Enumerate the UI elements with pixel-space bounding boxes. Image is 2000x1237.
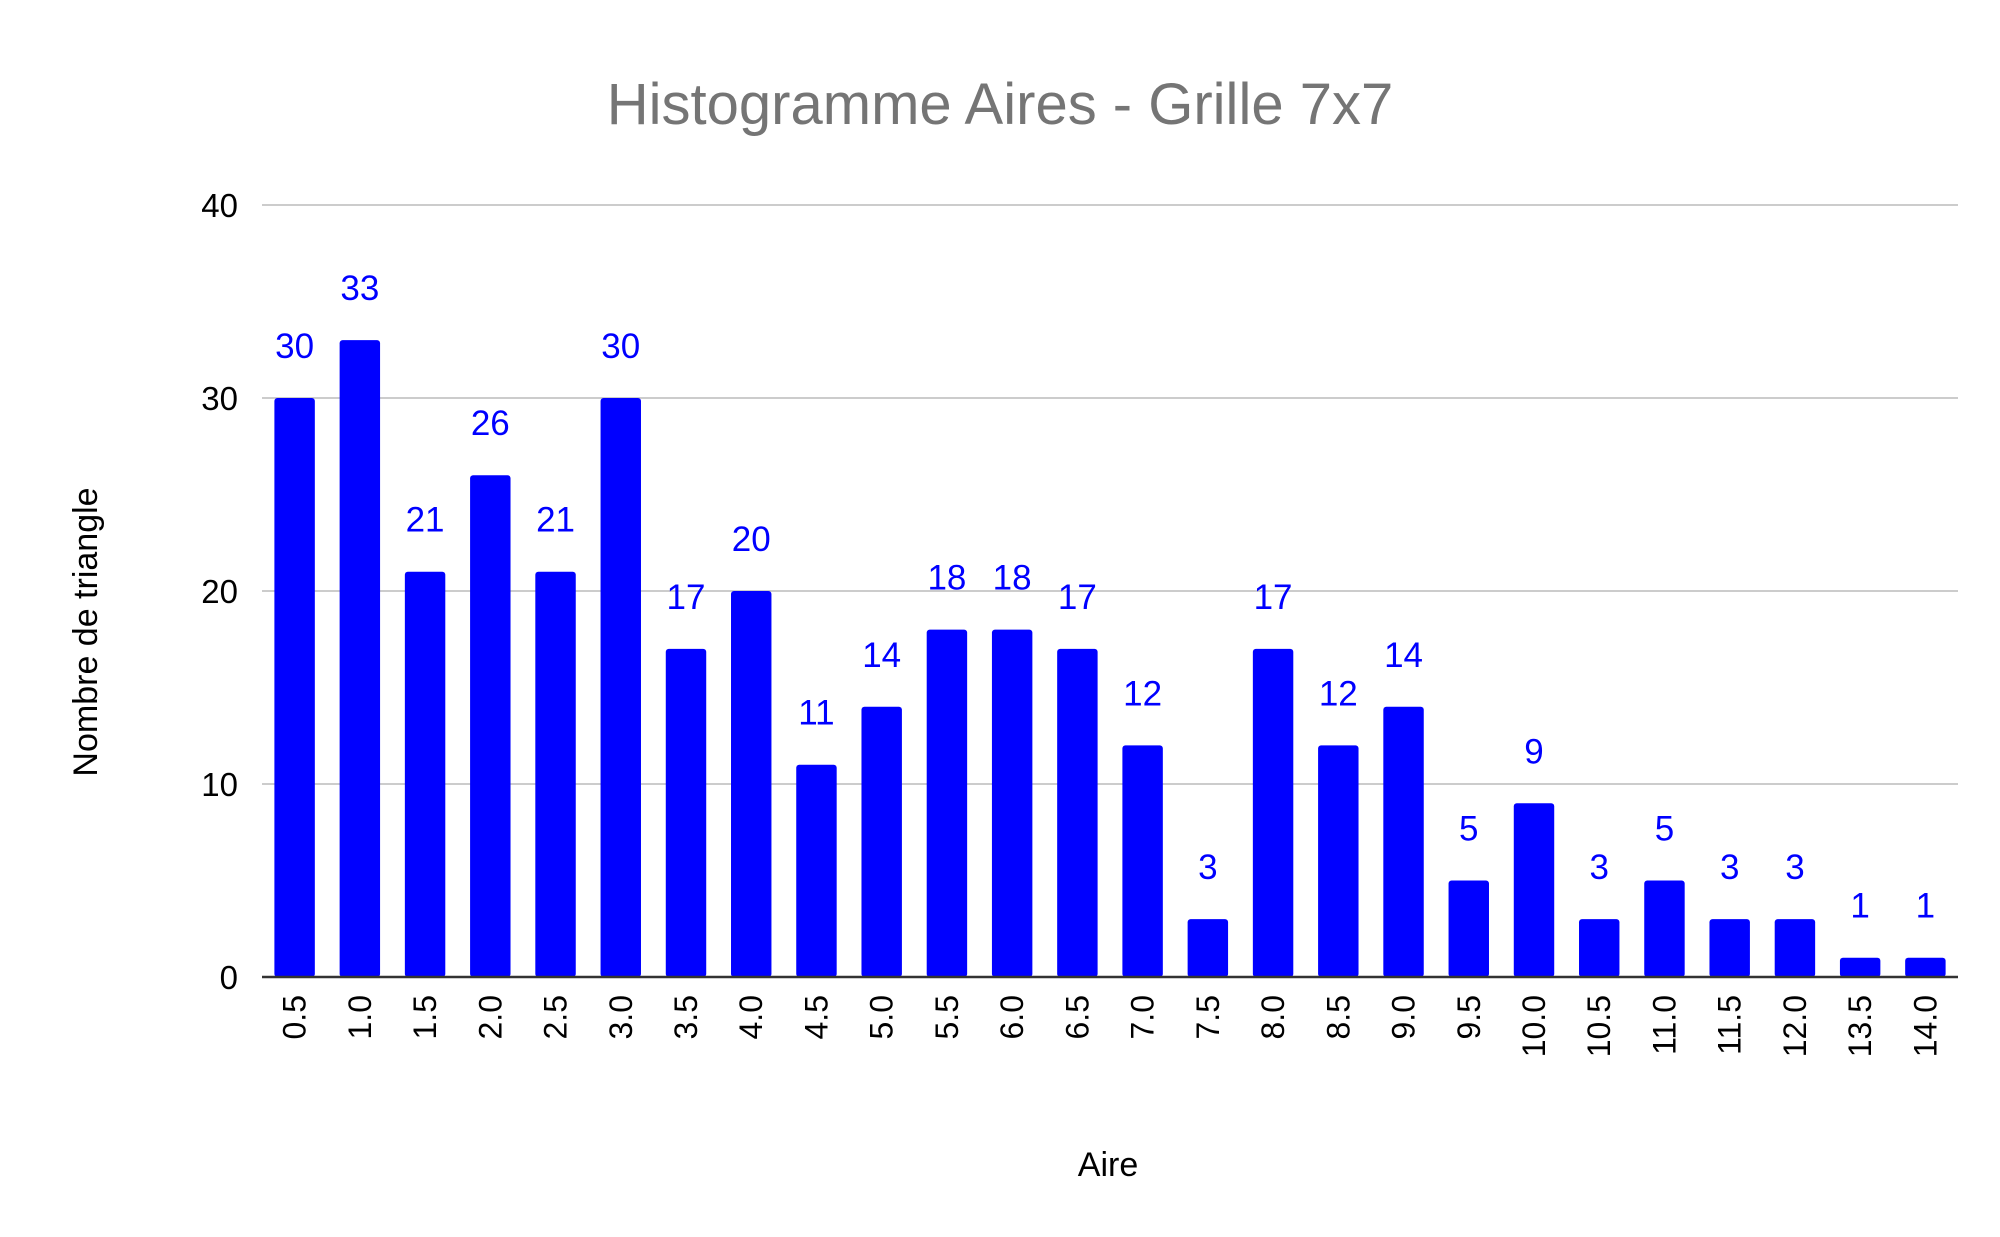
bar: [1579, 919, 1620, 977]
bar: [1644, 880, 1685, 977]
y-tick-label: 30: [201, 380, 238, 417]
bar-value-label: 12: [1123, 674, 1162, 713]
bar-value-label: 14: [862, 636, 901, 675]
x-tick-label: 7.0: [1125, 995, 1161, 1039]
bar-value-label: 30: [275, 327, 314, 366]
bar-value-label: 12: [1319, 674, 1358, 713]
y-tick-label: 0: [220, 959, 238, 996]
bar: [274, 398, 315, 977]
y-axis-title: Nombre de triangle: [67, 487, 105, 776]
bar: [339, 340, 381, 978]
x-tick-label: 1.0: [342, 995, 378, 1039]
y-tick-label: 10: [201, 766, 238, 803]
x-tick-label: 5.0: [864, 995, 900, 1039]
bar: [1513, 803, 1555, 977]
x-tick-label: 2.5: [538, 995, 574, 1039]
x-tick-label: 9.0: [1386, 995, 1422, 1039]
bar: [1383, 706, 1424, 977]
bar-value-label: 21: [536, 501, 575, 540]
bar: [861, 706, 902, 977]
chart-title: Histogramme Aires - Grille 7x7: [607, 72, 1393, 137]
x-tick-label: 4.0: [733, 995, 769, 1039]
bar: [1318, 745, 1359, 977]
x-tick-label: 1.5: [407, 995, 443, 1039]
bar: [1774, 919, 1816, 977]
bar-value-label: 20: [732, 520, 771, 559]
bar-value-label: 17: [1254, 578, 1293, 617]
bar-value-label: 3: [1720, 848, 1739, 887]
bar: [665, 648, 707, 977]
x-tick-label: 12.0: [1777, 995, 1813, 1057]
bar-value-label: 5: [1655, 810, 1674, 849]
x-tick-label: 3.0: [603, 995, 639, 1039]
bar-value-label: 1: [1916, 887, 1935, 926]
x-tick-label: 5.5: [929, 995, 965, 1039]
bar-value-label: 3: [1785, 848, 1804, 887]
x-tick-label: 8.5: [1320, 995, 1356, 1039]
bar-value-label: 5: [1459, 810, 1478, 849]
bar: [535, 571, 576, 977]
bar-value-label: 17: [667, 578, 706, 617]
x-tick-label: 9.5: [1451, 995, 1487, 1039]
bar: [1187, 919, 1229, 977]
bar: [991, 629, 1033, 977]
x-tick-label: 11.0: [1646, 995, 1682, 1055]
bar: [731, 591, 772, 977]
x-tick-label: 10.5: [1581, 995, 1617, 1057]
x-tick-label: 11.5: [1712, 995, 1748, 1055]
bar: [926, 629, 968, 977]
bar: [404, 571, 446, 977]
x-tick-label: 2.0: [472, 995, 508, 1039]
bar-value-label: 3: [1589, 848, 1608, 887]
x-tick-label: 7.5: [1190, 995, 1226, 1039]
bar-value-label: 9: [1524, 732, 1543, 771]
x-tick-label: 4.5: [798, 995, 834, 1039]
bar-value-label: 33: [340, 269, 379, 308]
x-tick-label: 0.5: [277, 995, 313, 1039]
y-axis-ticks: 0 10 20 30 40: [201, 187, 238, 996]
bar-value-label: 17: [1058, 578, 1097, 617]
x-tick-label: 8.0: [1255, 995, 1291, 1039]
bar-value-label: 14: [1384, 636, 1423, 675]
bar: [1448, 880, 1489, 977]
bar: [796, 764, 837, 977]
bar: [1839, 957, 1881, 977]
bar-value-label: 26: [471, 404, 510, 443]
x-tick-label: 6.5: [1059, 995, 1095, 1039]
bar-value-label: 11: [798, 694, 834, 733]
bar: [1252, 648, 1294, 977]
y-tick-label: 40: [201, 187, 238, 224]
bar: [1057, 648, 1098, 977]
x-tick-label: 14.0: [1907, 995, 1943, 1057]
bar: [1709, 919, 1750, 977]
x-tick-label: 13.5: [1842, 995, 1878, 1057]
bar-value-label: 3: [1198, 848, 1217, 887]
bar-value-label: 18: [927, 559, 966, 598]
bar-value-label: 30: [601, 327, 640, 366]
bar: [600, 398, 641, 977]
y-tick-label: 20: [201, 573, 238, 610]
bar-value-label: 18: [993, 559, 1032, 598]
x-tick-label: 3.5: [668, 995, 704, 1039]
gridlines: [262, 204, 1958, 785]
bar: [1122, 745, 1163, 977]
bars: [274, 340, 1946, 978]
bar: [1905, 957, 1946, 977]
bar: [470, 475, 511, 977]
x-tick-label: 10.0: [1516, 995, 1552, 1057]
x-axis-title: Aire: [1078, 1146, 1138, 1184]
x-axis-ticks: 0.5 1.0 1.5 2.0 2.5 3.0 3.5 4.0 4.5 5.0 5.5 6.0 6.5 7…: [277, 995, 1944, 1057]
bar-value-label: 1: [1850, 887, 1869, 926]
x-tick-label: 6.0: [994, 995, 1030, 1039]
bar-value-label: 21: [406, 501, 445, 540]
